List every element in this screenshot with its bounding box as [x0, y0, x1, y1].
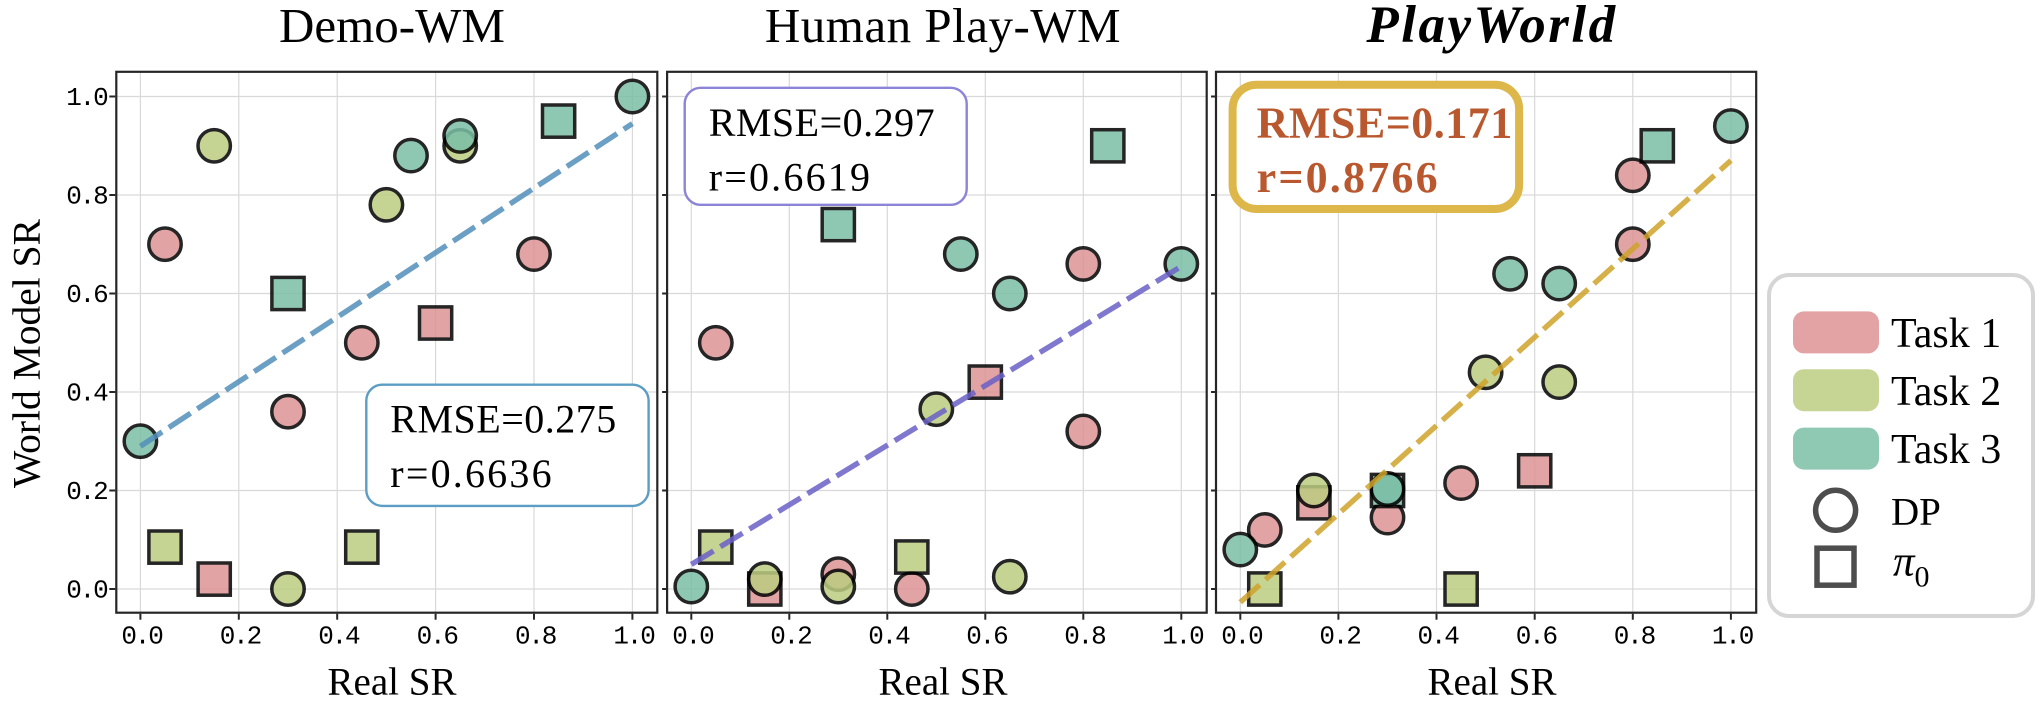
svg-text:0.8: 0.8 [515, 622, 556, 652]
svg-text:DP: DP [1891, 491, 1941, 534]
svg-text:1.0: 1.0 [66, 83, 107, 113]
svg-text:Real SR: Real SR [1428, 661, 1557, 704]
svg-text:Task 3: Task 3 [1891, 427, 2001, 473]
svg-text:0.4: 0.4 [868, 622, 910, 652]
svg-text:RMSE=0.171: RMSE=0.171 [1257, 99, 1513, 148]
svg-text:Demo-WM: Demo-WM [279, 0, 505, 53]
svg-text:0.8: 0.8 [66, 182, 107, 212]
svg-text:RMSE=0.275: RMSE=0.275 [390, 397, 616, 442]
svg-text:r=0.6619: r=0.6619 [709, 154, 872, 199]
svg-text:Task 2: Task 2 [1891, 369, 2001, 415]
svg-text:0.6: 0.6 [1516, 622, 1557, 652]
svg-text:Human Play-WM: Human Play-WM [765, 0, 1121, 53]
svg-text:0.2: 0.2 [220, 622, 261, 652]
svg-text:0.8: 0.8 [1614, 622, 1655, 652]
svg-text:0.8: 0.8 [1064, 622, 1105, 652]
svg-text:0.6: 0.6 [966, 622, 1007, 652]
svg-text:1.0: 1.0 [613, 622, 654, 652]
svg-text:Real SR: Real SR [328, 661, 457, 704]
svg-text:0.6: 0.6 [66, 280, 107, 310]
svg-text:r=0.8766: r=0.8766 [1257, 153, 1440, 202]
svg-text:World Model SR: World Model SR [5, 218, 49, 488]
svg-text:π0: π0 [1893, 539, 1930, 594]
svg-text:RMSE=0.297: RMSE=0.297 [709, 100, 935, 145]
svg-text:0.4: 0.4 [318, 622, 360, 652]
svg-text:0.2: 0.2 [770, 622, 811, 652]
svg-text:0.2: 0.2 [1319, 622, 1360, 652]
svg-text:0.0: 0.0 [121, 622, 162, 652]
svg-text:0.0: 0.0 [66, 576, 107, 606]
svg-text:Task 1: Task 1 [1891, 311, 2001, 357]
svg-text:0.6: 0.6 [417, 622, 458, 652]
svg-text:0.0: 0.0 [1221, 622, 1262, 652]
svg-text:Real SR: Real SR [879, 661, 1008, 704]
svg-text:0.4: 0.4 [1417, 622, 1459, 652]
svg-text:0.2: 0.2 [66, 477, 107, 507]
svg-text:0.0: 0.0 [672, 622, 713, 652]
svg-text:1.0: 1.0 [1712, 622, 1753, 652]
svg-text:r=0.6636: r=0.6636 [390, 451, 553, 496]
svg-text:1.0: 1.0 [1162, 622, 1203, 652]
svg-text:PlayWorld: PlayWorld [1365, 0, 1617, 54]
svg-text:0.4: 0.4 [66, 379, 108, 409]
